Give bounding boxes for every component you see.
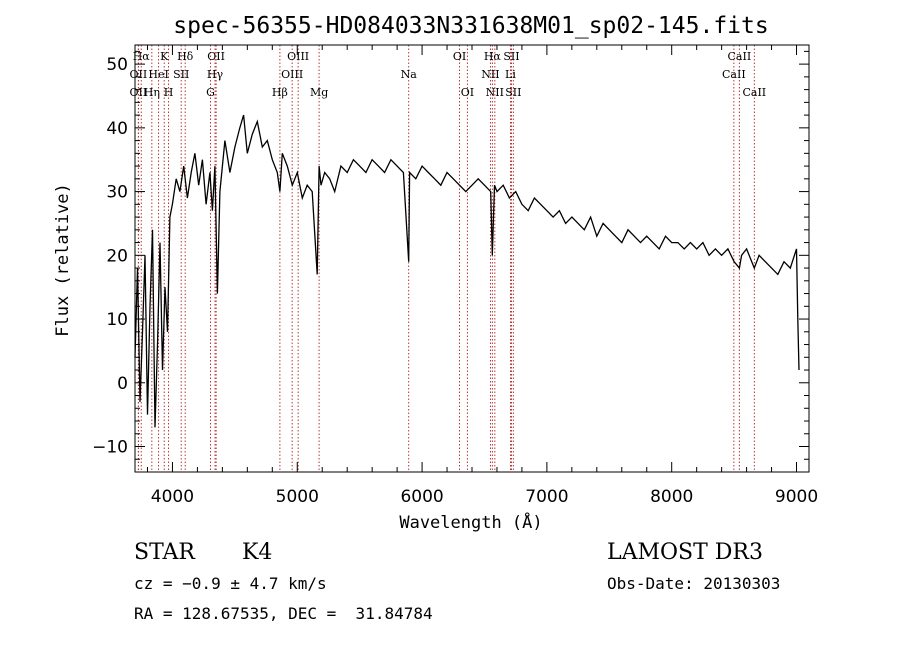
spectral-line-label: Hβ (272, 86, 288, 99)
spectral-line-label: Mg (310, 86, 328, 99)
chart-title: spec-56355-HD084033N331638M01_sp02-145.f… (173, 13, 768, 39)
observation-date: Obs-Date: 20130303 (607, 574, 781, 593)
x-tick-label: 8000 (650, 487, 693, 507)
spectral-line-label: OII (130, 86, 148, 99)
spectral-line-label: Hδ (177, 50, 194, 63)
spectral-line-label: CaII (722, 68, 746, 81)
spectral-line-label: OII (130, 68, 148, 81)
object-class: STAR (134, 540, 195, 565)
spectral-line-label: NII (481, 68, 499, 81)
spectral-line-label: Na (401, 68, 418, 81)
spectral-line-markers (137, 45, 755, 472)
x-axis-ticks: 4000 5000 6000 7000 8000 9000 (146, 45, 818, 507)
spectral-line-label: OI (453, 50, 466, 63)
y-tick-label: 20 (106, 246, 128, 266)
spectral-line-label: SII (503, 50, 519, 63)
y-tick-label: 40 (106, 119, 128, 139)
spectral-line-label: NII (486, 86, 504, 99)
spectral-line-label: HeI (148, 68, 168, 81)
y-tick-label: 0 (117, 374, 128, 394)
object-subclass: K4 (242, 540, 273, 565)
x-axis-label: Wavelength (Å) (399, 511, 542, 533)
y-tick-label: −10 (92, 438, 128, 458)
spectral-line-label: Hη (144, 86, 160, 99)
spectral-line-label: CaII (742, 86, 766, 99)
spectral-line-label: CaII (728, 50, 752, 63)
spectral-line-label: OIII (281, 68, 303, 81)
x-tick-label: 7000 (525, 487, 568, 507)
x-tick-label: 6000 (400, 487, 443, 507)
spectral-line-label: Hα (133, 50, 151, 63)
spectral-line-label: OII (207, 50, 225, 63)
spectral-line-label: Li (505, 68, 516, 81)
y-tick-label: 30 (106, 183, 128, 203)
y-axis-ticks: −10 0 10 20 30 40 50 (92, 50, 809, 460)
spectral-line-label: SII (505, 86, 521, 99)
x-tick-label: 5000 (276, 487, 319, 507)
ra-dec-coordinates: RA = 128.67535, DEC = 31.84784 (134, 604, 433, 623)
y-tick-label: 50 (106, 55, 128, 75)
y-axis-label: Flux (relative) (53, 183, 73, 337)
x-tick-label: 9000 (775, 487, 818, 507)
spectral-line-label: H (164, 86, 174, 99)
flux-series-line (134, 114, 800, 428)
spectral-line-label: G (206, 86, 215, 99)
x-tick-label: 4000 (151, 487, 194, 507)
spectral-line-label: Hα (484, 50, 502, 63)
y-tick-label: 10 (106, 310, 128, 330)
redshift-velocity: cz = −0.9 ± 4.7 km/s (134, 574, 327, 593)
spectral-line-label: OIII (287, 50, 309, 63)
spectral-line-label: OI (461, 86, 474, 99)
spectral-line-label: SII (173, 68, 189, 81)
spectral-line-label: K (160, 50, 169, 63)
plot-frame (134, 44, 810, 473)
survey-name: LAMOST DR3 (607, 540, 763, 565)
spectral-line-label: Hγ (207, 68, 224, 81)
